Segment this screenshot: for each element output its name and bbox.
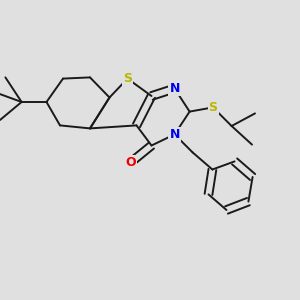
Text: S: S xyxy=(208,101,217,114)
Text: S: S xyxy=(123,72,132,85)
Text: N: N xyxy=(169,82,180,95)
Text: O: O xyxy=(125,156,136,169)
Text: N: N xyxy=(169,128,180,141)
